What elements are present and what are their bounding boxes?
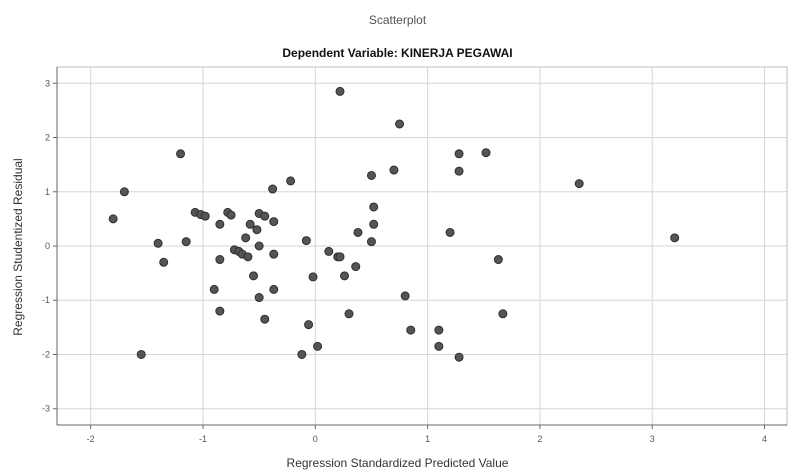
scatter-point (181, 237, 191, 247)
scatter-point (108, 214, 118, 224)
x-tick-label: 4 (762, 434, 767, 444)
scatter-point (304, 320, 314, 330)
scatter-point (445, 227, 455, 237)
scatter-point (209, 284, 219, 294)
scatter-point (249, 271, 259, 281)
scatter-point (498, 309, 508, 319)
y-tick-label: -1 (42, 295, 50, 305)
scatter-point (335, 86, 345, 96)
scatter-point (335, 252, 345, 262)
scatter-point (269, 249, 279, 259)
scatter-point (351, 262, 361, 272)
scatter-point (670, 233, 680, 243)
scatter-point (313, 341, 323, 351)
scatter-point (241, 233, 251, 243)
scatter-point (176, 149, 186, 159)
x-tick-label: 1 (425, 434, 430, 444)
scatter-point (254, 241, 264, 251)
scatter-point (434, 341, 444, 351)
scatter-point (269, 217, 279, 227)
scatter-point (159, 257, 169, 267)
scatter-point (301, 236, 311, 246)
y-tick-label: 0 (45, 241, 50, 251)
scatter-point (454, 149, 464, 159)
scatter-point (493, 255, 503, 265)
x-tick-label: -2 (87, 434, 95, 444)
y-tick-label: 3 (45, 78, 50, 88)
y-tick-label: -2 (42, 349, 50, 359)
window-caption: Scatterplot (368, 13, 427, 27)
scatter-point (434, 325, 444, 335)
scatter-point (366, 237, 376, 247)
scatter-point (297, 349, 307, 359)
scatter-point (574, 179, 584, 189)
scatter-point (200, 211, 210, 221)
scatter-point (245, 219, 255, 229)
scatter-point (268, 184, 278, 194)
scatter-point (400, 291, 410, 301)
axes (53, 66, 788, 429)
scatter-point (353, 227, 363, 237)
tick-labels: -2 -1 0 1 2 3 4 -3 -2 -1 0 1 2 3 (42, 78, 767, 444)
scatter-point (254, 293, 264, 303)
x-tick-label: 0 (313, 434, 318, 444)
scatter-point (136, 349, 146, 359)
scatter-point (286, 176, 296, 186)
scatter-point (324, 246, 334, 256)
scatter-point (119, 187, 129, 197)
scatter-point (260, 211, 270, 221)
y-tick-label: 1 (45, 187, 50, 197)
x-tick-label: 2 (537, 434, 542, 444)
scatter-point (406, 325, 416, 335)
y-tick-label: 2 (45, 133, 50, 143)
scatter-point (252, 225, 262, 235)
scatter-point (269, 284, 279, 294)
x-axis-label: Regression Standardized Predicted Value (286, 456, 509, 470)
scatter-point (153, 238, 163, 248)
scatter-point (215, 219, 225, 229)
scatter-point (454, 352, 464, 362)
scatter-point (395, 119, 405, 129)
x-tick-label: -1 (199, 434, 207, 444)
scatter-point (215, 306, 225, 316)
scatter-point (226, 210, 236, 220)
scatter-point (340, 271, 350, 281)
scatter-point (369, 219, 379, 229)
scatter-point (481, 148, 491, 158)
scatter-point (260, 314, 270, 324)
scatter-point (344, 309, 354, 319)
data-points (108, 86, 680, 362)
scatter-point (369, 202, 379, 212)
scatter-point (243, 252, 253, 262)
scatter-point (454, 166, 464, 176)
grid-lines (57, 67, 787, 425)
scatter-point (389, 165, 399, 175)
x-tick-label: 3 (650, 434, 655, 444)
scatter-point (366, 170, 376, 180)
chart-title: Dependent Variable: KINERJA PEGAWAI (282, 46, 513, 60)
y-tick-label: -3 (42, 404, 50, 414)
scatter-point (215, 255, 225, 265)
scatter-point (308, 272, 318, 282)
